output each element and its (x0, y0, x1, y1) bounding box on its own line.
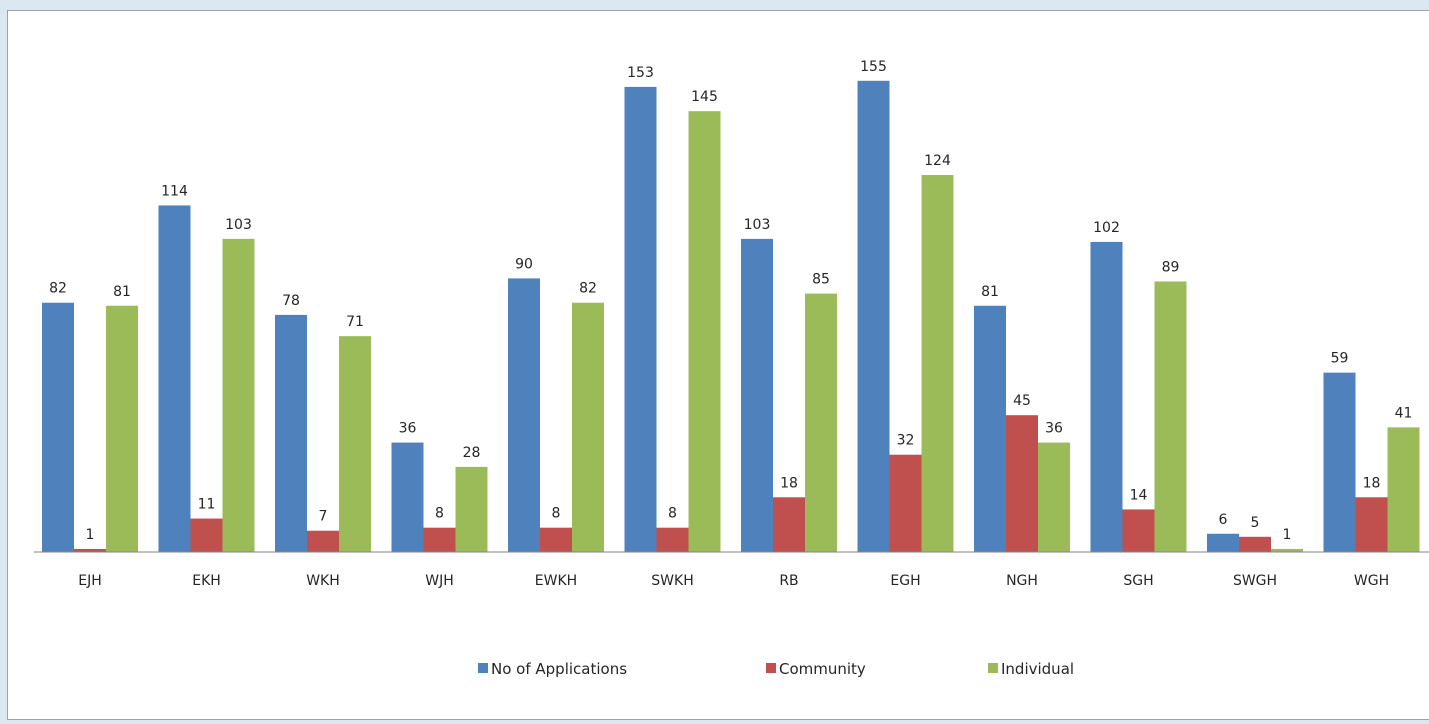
bar-community-ekh (190, 518, 223, 552)
bar-community-egh (889, 454, 922, 552)
bar-community-ngh (1006, 415, 1038, 552)
legend-swatch-no-of-applications (478, 663, 488, 673)
data-label-no-of-applications-wgh: 59 (1331, 351, 1349, 367)
bar-community-swkh (656, 527, 689, 552)
x-tick-label-swgh: SWGH (1233, 573, 1277, 589)
data-label-individual-wgh: 41 (1395, 405, 1413, 421)
bar-no-of-applications-egh (857, 80, 890, 553)
data-label-community-ngh: 45 (1013, 393, 1031, 409)
data-label-no-of-applications-ekh: 114 (161, 183, 188, 199)
data-label-individual-ejh: 81 (113, 284, 131, 300)
data-label-no-of-applications-swgh: 6 (1219, 512, 1228, 528)
x-tick-label-ejh: EJH (78, 573, 102, 589)
data-label-community-sgh: 14 (1130, 487, 1148, 503)
legend: No of Applications Community Individual (478, 660, 1074, 678)
bar-no-of-applications-ejh (42, 302, 74, 552)
x-tick-label-rb: RB (779, 573, 798, 589)
x-tick-label-egh: EGH (890, 573, 920, 589)
data-label-no-of-applications-sgh: 102 (1093, 220, 1120, 236)
data-label-individual-wjh: 28 (463, 445, 481, 461)
x-tick-label-wkh: WKH (306, 573, 340, 589)
data-label-individual-ngh: 36 (1045, 421, 1063, 437)
data-label-individual-swkh: 145 (691, 89, 718, 105)
data-label-individual-wkh: 71 (346, 314, 364, 330)
legend-swatch-individual (988, 663, 998, 673)
x-tick-label-ewkh: EWKH (535, 573, 577, 589)
data-label-community-wkh: 7 (319, 509, 328, 525)
data-label-individual-egh: 124 (924, 153, 951, 169)
data-label-no-of-applications-ewkh: 90 (515, 256, 533, 272)
x-tick-label-ngh: NGH (1006, 573, 1038, 589)
bar-community-ewkh (540, 527, 572, 552)
legend-label-community: Community (779, 660, 866, 678)
data-label-no-of-applications-wkh: 78 (282, 293, 300, 309)
bar-community-wjh (423, 527, 456, 552)
bar-no-of-applications-wkh (275, 314, 307, 552)
data-label-community-swkh: 8 (668, 506, 677, 522)
bar-community-wkh (307, 530, 339, 552)
data-label-individual-ekh: 103 (225, 217, 252, 233)
data-label-no-of-applications-swkh: 153 (627, 65, 654, 81)
bar-community-swgh (1239, 536, 1271, 552)
data-label-community-ewkh: 8 (552, 506, 561, 522)
bar-no-of-applications-swgh (1207, 533, 1239, 552)
bar-individual-wkh (339, 336, 371, 552)
data-label-no-of-applications-egh: 155 (860, 59, 887, 75)
bar-individual-swgh (1271, 548, 1303, 552)
x-tick-label-swkh: SWKH (651, 573, 693, 589)
bar-no-of-applications-wgh (1323, 372, 1356, 552)
bar-no-of-applications-ewkh (508, 278, 540, 552)
bar-community-rb (773, 497, 805, 552)
bar-community-wgh (1355, 497, 1388, 552)
bar-individual-wgh (1387, 427, 1420, 552)
data-label-no-of-applications-ngh: 81 (981, 284, 999, 300)
bar-chart: 82181EJH11411103EKH78771WKH36828WJH90882… (34, 59, 1429, 678)
chart-frame: 82 1 81 EJH 114 11 103 EKH 78 7 71 WKH 36 8 28 WJH 90 8 82… (7, 10, 1429, 720)
data-label-individual-rb: 85 (812, 272, 830, 288)
bar-community-ejh (74, 548, 106, 552)
bar-individual-ewkh (572, 302, 604, 552)
data-label-individual-swgh: 1 (1283, 527, 1292, 543)
bar-individual-ejh (106, 305, 138, 552)
bars-layer (42, 80, 1420, 553)
bar-individual-sgh (1154, 281, 1187, 552)
data-label-community-wjh: 8 (435, 506, 444, 522)
bar-individual-rb (805, 293, 837, 552)
data-label-community-egh: 32 (897, 433, 915, 449)
bar-no-of-applications-sgh (1090, 241, 1123, 553)
x-tick-label-ekh: EKH (192, 573, 221, 589)
x-tick-label-wjh: WJH (425, 573, 454, 589)
data-label-community-swgh: 5 (1251, 515, 1260, 531)
bar-individual-ngh (1038, 442, 1070, 552)
data-label-no-of-applications-rb: 103 (744, 217, 771, 233)
bar-individual-wjh (455, 466, 488, 552)
bar-individual-swkh (688, 111, 721, 552)
bar-individual-ekh (222, 238, 255, 552)
data-label-no-of-applications-wjh: 36 (399, 421, 417, 437)
bar-no-of-applications-rb (741, 238, 773, 552)
bar-no-of-applications-wjh (391, 442, 424, 552)
data-label-community-rb: 18 (780, 475, 798, 491)
x-tick-label-sgh: SGH (1123, 573, 1153, 589)
data-label-no-of-applications-ejh: 82 (49, 281, 67, 297)
bar-no-of-applications-ngh (974, 305, 1006, 552)
legend-label-individual: Individual (1001, 660, 1074, 678)
bar-no-of-applications-swkh (624, 86, 657, 552)
data-label-individual-sgh: 89 (1162, 259, 1180, 275)
bar-individual-egh (921, 175, 954, 553)
x-tick-label-wgh: WGH (1354, 573, 1389, 589)
data-label-community-ekh: 11 (198, 497, 216, 513)
labels-layer: 82181EJH11411103EKH78771WKH36828WJH90882… (49, 59, 1412, 589)
legend-label-no-of-applications: No of Applications (491, 660, 627, 678)
bar-community-sgh (1122, 509, 1155, 552)
data-label-individual-ewkh: 82 (579, 281, 597, 297)
legend-swatch-community (766, 663, 776, 673)
data-label-community-wgh: 18 (1363, 475, 1381, 491)
bar-no-of-applications-ekh (158, 205, 191, 552)
data-label-community-ejh: 1 (86, 527, 95, 543)
